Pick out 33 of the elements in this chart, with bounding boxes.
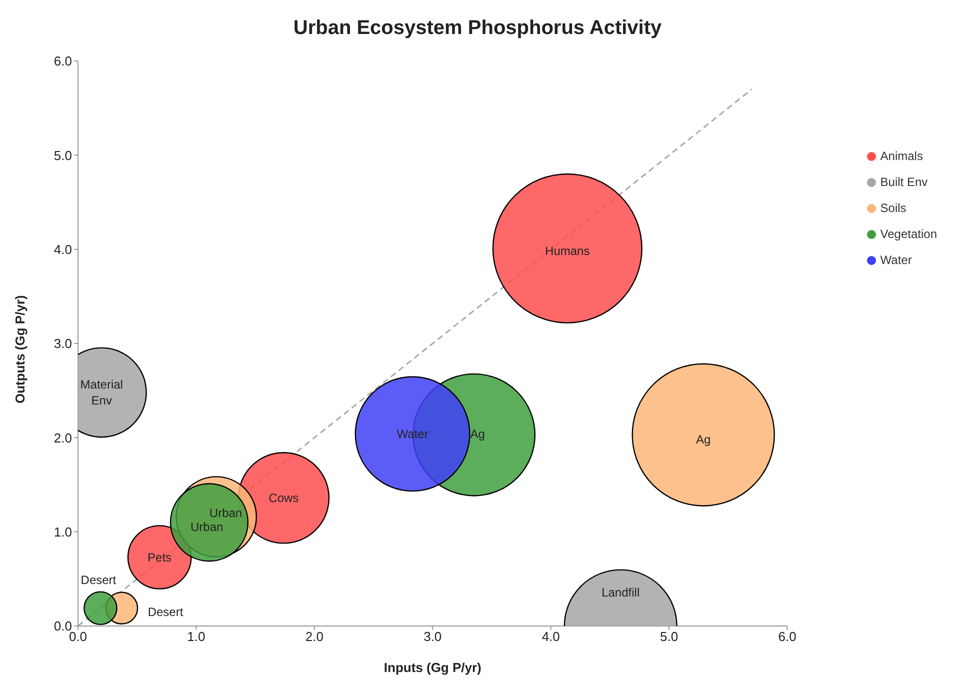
annotation: Ag (470, 426, 485, 441)
y-tick-label: 6.0 (54, 54, 72, 69)
annotation: Material Env (80, 377, 123, 408)
x-tick-label: 1.0 (187, 629, 206, 644)
y-tick-label: 5.0 (54, 148, 72, 163)
y-tick-label: 2.0 (54, 430, 72, 446)
x-tick-label: 5.0 (660, 629, 678, 644)
annotation: Cows (268, 490, 299, 505)
y-tick-label: 1.0 (54, 524, 72, 540)
annotation: Desert (80, 572, 117, 587)
annotation: Urban (209, 506, 242, 520)
legend-label: Soils (880, 201, 906, 215)
annotation: Urban (190, 520, 224, 534)
legend-label: Built Env (880, 175, 928, 189)
annotation: Landfill (602, 585, 640, 600)
y-axis-title: Outputs (Gg P/yr) (12, 295, 28, 404)
x-tick-label: 0.0 (68, 629, 88, 644)
x-tick-label: 3.0 (424, 629, 442, 644)
y-tick-label: 3.0 (54, 336, 72, 352)
legend-label: Animals (880, 149, 923, 163)
annotation: Humans (545, 244, 590, 258)
x-tick-label: 2.0 (305, 629, 324, 644)
chart-title: Urban Ecosystem Phosphorus Activity (292, 16, 663, 41)
annotation: Ag (696, 432, 711, 447)
legend-label: Water (880, 253, 912, 267)
y-tick-label: 4.0 (54, 242, 72, 257)
x-axis-title: Inputs (Gg P/yr) (384, 660, 482, 675)
annotation: Desert (148, 605, 184, 620)
x-tick-label: 6.0 (778, 629, 796, 644)
annotation: Pets (148, 550, 172, 564)
legend-label: Vegetation (880, 227, 937, 241)
x-tick-label: 4.0 (542, 629, 560, 644)
annotation: Water (396, 426, 428, 441)
